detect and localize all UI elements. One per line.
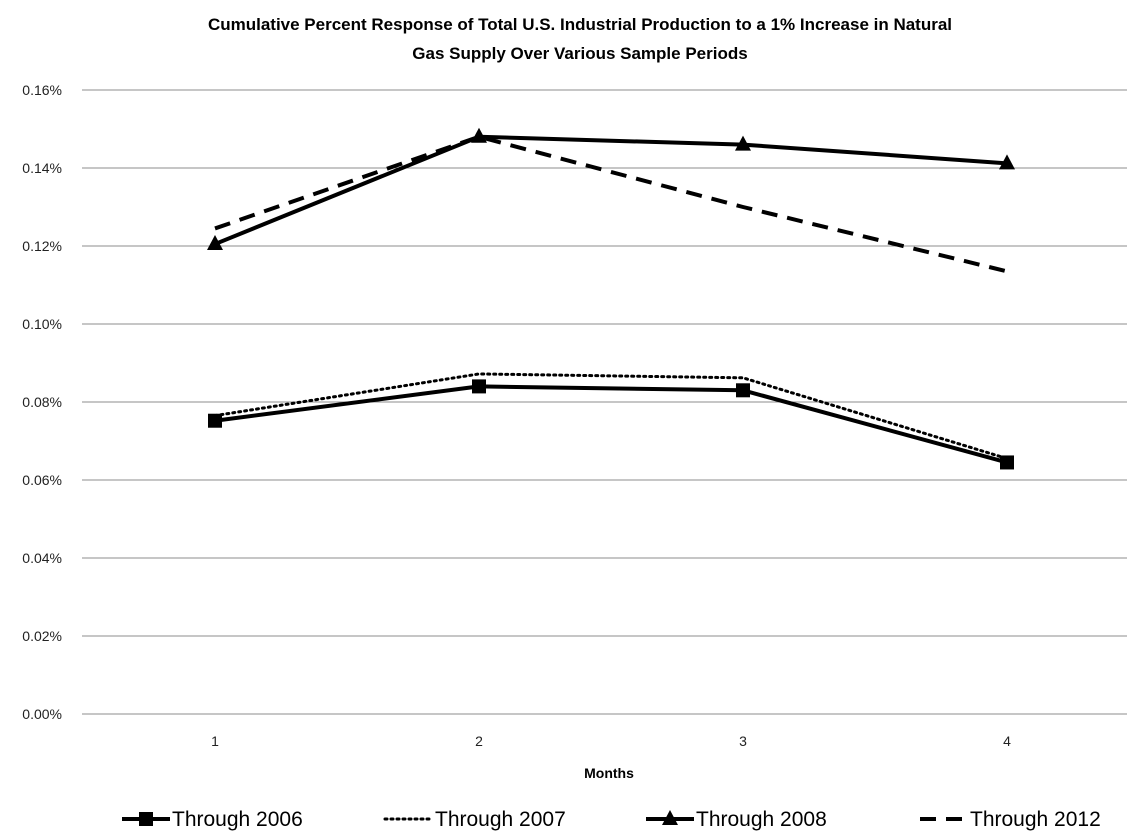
series-line — [213, 372, 1009, 461]
y-tick-label: 0.12% — [22, 238, 62, 254]
data-point-square — [736, 383, 750, 398]
x-axis-label: Months — [584, 765, 634, 781]
legend-label: Through 2007 — [435, 808, 566, 831]
data-point-triangle — [999, 154, 1015, 170]
data-point-square — [208, 413, 222, 428]
legend-item: Through 2008 — [646, 808, 827, 831]
y-tick-label: 0.14% — [22, 160, 62, 176]
chart-title-line-2: Gas Supply Over Various Sample Periods — [412, 44, 747, 63]
y-tick-label: 0.10% — [22, 316, 62, 332]
legend-item: Through 2006 — [122, 808, 303, 831]
series-lines — [207, 127, 1015, 470]
chart-title-line-1: Cumulative Percent Response of Total U.S… — [208, 15, 952, 34]
legend-label: Through 2012 — [970, 808, 1101, 831]
x-axis-ticks: 1 2 3 4 — [211, 733, 1011, 749]
series-through-2012 — [214, 134, 1008, 274]
data-point-square — [472, 379, 486, 394]
series-line — [214, 134, 1008, 246]
series-through-2006 — [208, 379, 1014, 470]
data-point-triangle — [735, 135, 751, 151]
series-line — [214, 134, 1008, 274]
series-through-2007 — [213, 372, 1009, 461]
legend-item: Through 2012 — [920, 808, 1101, 831]
gridlines — [82, 89, 1127, 715]
y-tick-label: 0.02% — [22, 628, 62, 644]
y-axis-ticks: 0.00% 0.02% 0.04% 0.06% 0.08% 0.10% 0.12% 0.14%… — [22, 82, 62, 722]
legend-marker-triangle — [662, 810, 678, 825]
y-tick-label: 0.04% — [22, 550, 62, 566]
legend-label: Through 2008 — [696, 808, 827, 831]
series-through-2008 — [207, 127, 1015, 251]
legend-label: Through 2006 — [172, 808, 303, 831]
y-tick-label: 0.16% — [22, 82, 62, 98]
x-tick-label: 2 — [475, 733, 483, 749]
legend-marker-square — [139, 812, 153, 826]
legend-item: Through 2007 — [383, 808, 566, 831]
x-tick-label: 1 — [211, 733, 219, 749]
x-tick-label: 4 — [1003, 733, 1011, 749]
y-tick-label: 0.00% — [22, 706, 62, 722]
legend: Through 2006 Through 2007 Through 2008 Thro… — [122, 808, 1101, 831]
x-tick-label: 3 — [739, 733, 747, 749]
y-tick-label: 0.06% — [22, 472, 62, 488]
series-line — [214, 384, 1008, 465]
data-point-triangle — [207, 235, 223, 251]
y-tick-label: 0.08% — [22, 394, 62, 410]
